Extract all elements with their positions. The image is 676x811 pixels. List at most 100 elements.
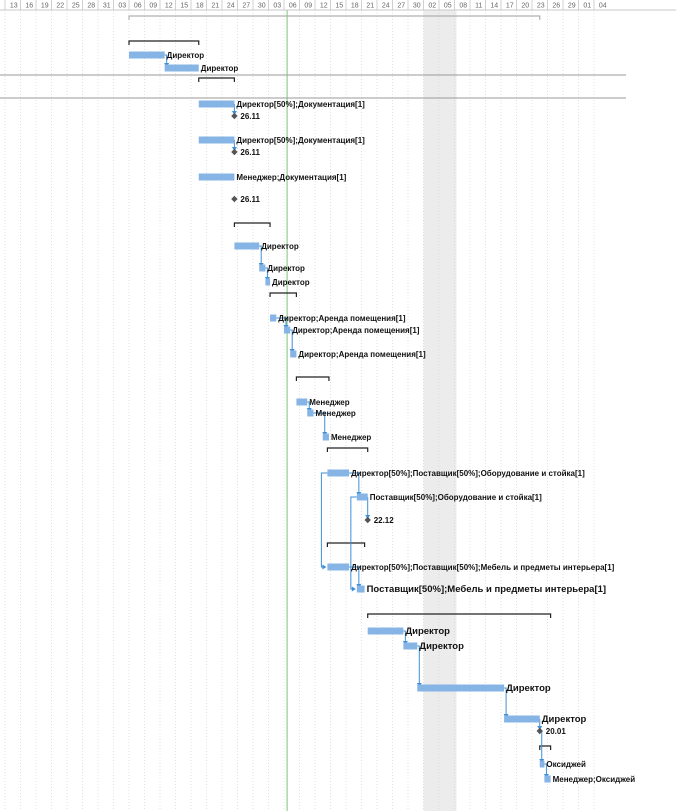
dependency-arrowhead [322,564,327,570]
tick-label: 21 [366,3,374,10]
tick-label: 05 [444,3,452,10]
tick-label: 01 [583,3,591,10]
dependency-link [403,630,406,642]
dependency-link [276,317,287,326]
summary-bar[interactable] [128,40,200,45]
tick-label: 12 [165,3,173,10]
tick-label: 02 [428,3,436,10]
task-bar[interactable] [367,627,404,635]
timescale-header-bg [0,0,676,10]
task-resource-label: Директор[50%];Документация[1] [236,100,365,109]
tick-label: 16 [25,3,33,10]
tick-label: 23 [537,3,545,10]
task-labels: Директор Директор Директор[50%];Документац… [167,51,636,784]
summary-bar[interactable] [128,15,541,20]
milestone-marker[interactable] [231,195,238,203]
task-resource-label: Директор [542,714,587,725]
timeline-gridlines [0,10,626,811]
milestone-marker[interactable] [536,727,543,735]
task-bar[interactable] [164,64,199,72]
nonworking-shading [423,10,457,811]
task-resource-label: Директор;Аренда помещения[1] [292,326,420,335]
task-bar[interactable] [417,684,505,692]
tick-label: 15 [180,3,188,10]
summary-bar[interactable] [233,222,271,227]
task-resource-label: Менеджер;Документация[1] [236,173,346,182]
task-bar[interactable] [259,264,266,272]
summary-bar[interactable] [269,292,297,297]
dependency-link [259,245,262,264]
milestone-date-label: 22.12 [374,516,395,525]
task-bar[interactable] [403,642,418,650]
task-bar[interactable] [307,409,314,417]
task-bar[interactable] [198,173,235,181]
tick-label: 26 [552,3,560,10]
dependency-arrowhead [351,586,356,592]
dependency-link [307,401,310,409]
tick-label: 20 [521,3,529,10]
task-resource-label: Менеджер;Оксиджей [553,775,636,784]
task-resource-label: Директор[50%];Поставщик[50%];Оборудовани… [351,469,585,478]
tick-label: 24 [227,3,235,10]
tick-label: 17 [506,3,514,10]
task-bar[interactable] [327,469,350,477]
task-resource-label: Менеджер [331,433,371,442]
task-bar[interactable] [234,242,260,250]
summary-bar[interactable] [198,77,235,82]
task-bar[interactable] [296,398,308,406]
dependency-link [544,763,547,775]
task-bar[interactable] [504,715,540,723]
task-bar[interactable] [290,350,297,358]
summary-bar[interactable] [326,542,366,547]
task-bar[interactable] [327,563,350,571]
tick-label: 24 [382,3,390,10]
milestone-marker[interactable] [231,112,238,120]
milestone-date-label: 26.11 [240,148,260,157]
task-bar[interactable] [539,760,545,768]
task-resource-label: Директор [261,242,299,251]
task-bar[interactable] [129,51,165,59]
tick-label: 19 [41,3,49,10]
tick-label: 18 [196,3,204,10]
task-bar[interactable] [356,493,368,501]
task-resource-label: Директор;Аренда помещения[1] [298,350,426,359]
task-bar[interactable] [270,314,277,322]
timeline-background [423,10,457,811]
task-bar[interactable] [198,136,235,144]
summary-bar[interactable] [326,447,369,452]
task-bar[interactable] [284,326,291,334]
task-bar[interactable] [356,585,365,593]
task-bar[interactable] [198,100,235,108]
tick-label: 27 [242,3,250,10]
summary-bars [128,15,552,750]
tick-label: 18 [351,3,359,10]
tick-label: 25 [72,3,80,10]
task-bar[interactable] [322,433,329,441]
tick-label: 03 [273,3,281,10]
summary-bar[interactable] [295,376,330,381]
task-resource-label: Оксиджей [546,760,586,769]
summary-bar[interactable] [367,613,552,618]
tick-label: 09 [304,3,312,10]
tick-label: 15 [335,3,343,10]
tick-label: 04 [599,3,607,10]
summary-bar[interactable] [539,745,552,750]
milestone-date-label: 26.11 [240,112,260,121]
dependency-link [320,472,328,568]
timescale-header: 13 16 19 22 25 28 31 03 06 09 12 15 18 21 24 27 30 03 06 09… [0,0,676,11]
task-resource-label: Директор[50%];Документация[1] [236,136,365,145]
task-bars [129,51,551,783]
tick-label: 06 [289,3,297,10]
tick-label: 06 [134,3,142,10]
tick-label: 29 [568,3,576,10]
task-bar[interactable] [544,775,551,783]
milestone-marker[interactable] [364,516,371,524]
dependency-link [290,329,293,350]
tick-label: 03 [118,3,126,10]
tick-label: 28 [87,3,95,10]
dependency-link [313,412,326,433]
task-bar[interactable] [265,278,271,286]
task-resource-label: Менеджер [315,409,355,418]
milestone-marker[interactable] [231,148,238,156]
task-resource-label: Директор [506,683,551,694]
